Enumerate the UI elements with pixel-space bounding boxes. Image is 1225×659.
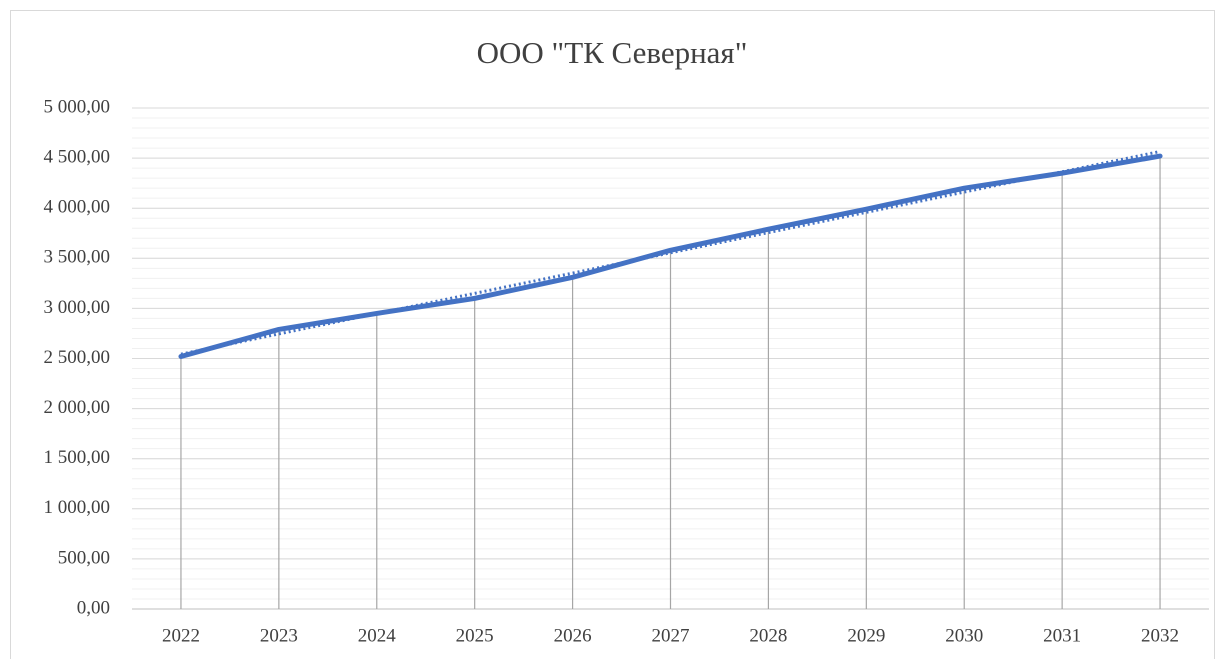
x-tick-label: 2025: [456, 625, 494, 646]
y-tick-label: 2 500,00: [44, 347, 111, 368]
y-tick-label: 5 000,00: [44, 96, 111, 117]
y-tick-label: 2 000,00: [44, 397, 111, 418]
x-tick-label: 2027: [652, 625, 690, 646]
y-tick-label: 500,00: [58, 547, 110, 568]
x-tick-label: 2030: [945, 625, 983, 646]
x-tick-label: 2023: [260, 625, 298, 646]
y-tick-label: 0,00: [77, 597, 110, 618]
y-tick-label: 3 000,00: [44, 297, 111, 318]
chart-title: ООО "ТК Северная": [477, 35, 748, 70]
x-tick-label: 2026: [554, 625, 592, 646]
x-tick-label: 2024: [358, 625, 397, 646]
series-line: [178, 153, 1163, 359]
chart-border: [10, 10, 1215, 659]
x-tick-label: 2022: [162, 625, 200, 646]
y-tick-label: 1 000,00: [44, 497, 111, 518]
y-tick-label: 1 500,00: [44, 447, 111, 468]
y-tick-label: 4 000,00: [44, 197, 111, 218]
x-tick-label: 2028: [749, 625, 787, 646]
x-tick-label: 2029: [847, 625, 885, 646]
x-tick-label: 2031: [1043, 625, 1081, 646]
y-tick-label: 4 500,00: [44, 146, 111, 167]
x-tick-label: 2032: [1141, 625, 1179, 646]
y-tick-label: 3 500,00: [44, 247, 111, 268]
